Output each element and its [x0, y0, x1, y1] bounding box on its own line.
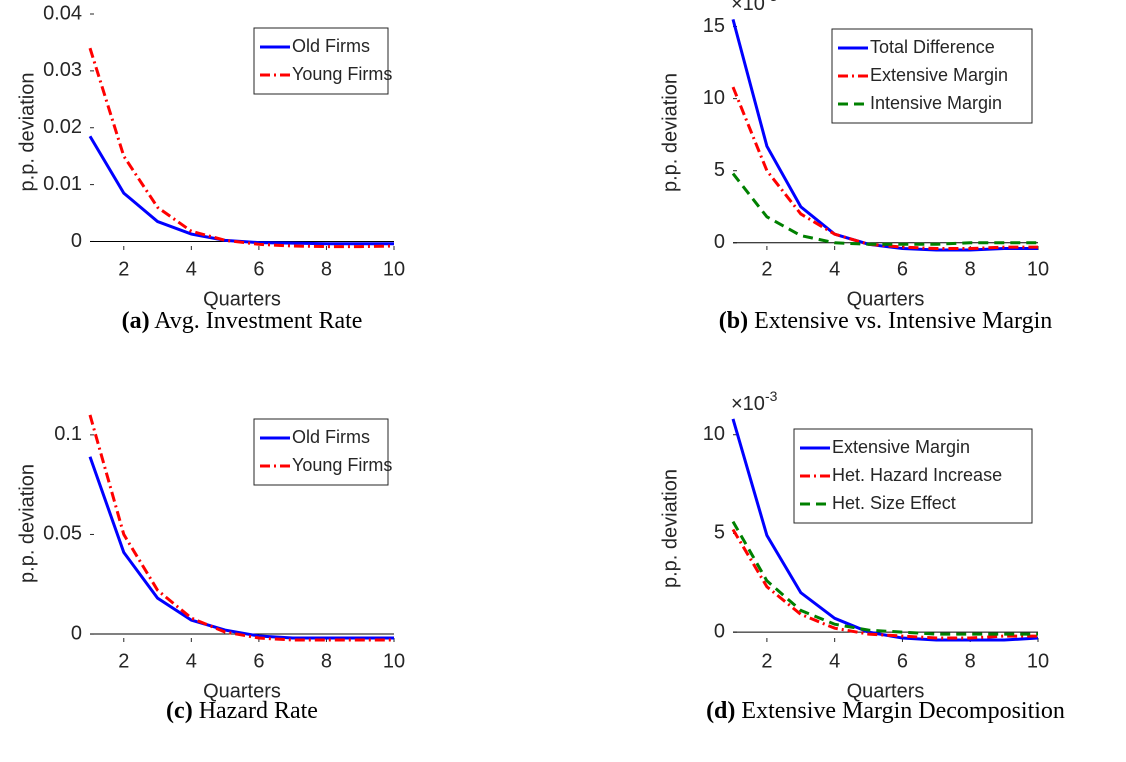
- y-tick-label: 0.02: [43, 116, 82, 138]
- x-axis-label: Quarters: [203, 288, 281, 310]
- series-line: [731, 520, 1038, 636]
- legend-label: Intensive Margin: [870, 93, 1002, 113]
- x-tick-label: 4: [829, 650, 840, 672]
- x-axis-label: Quarters: [203, 680, 281, 702]
- exponent-power: -3: [765, 0, 778, 4]
- caption-text: Extensive Margin Decomposition: [741, 698, 1065, 724]
- legend-box: [793, 428, 1033, 524]
- x-tick-label: 8: [965, 258, 976, 280]
- caption-label: (c): [166, 698, 193, 724]
- caption-label: (d): [706, 698, 735, 724]
- series-line: [731, 418, 1039, 642]
- series-line: [88, 47, 395, 249]
- y-tick-label: 0.05: [43, 523, 82, 545]
- y-axis-label: p.p. deviation: [16, 73, 38, 192]
- x-tick-label: 4: [186, 650, 197, 672]
- caption: (c) Hazard Rate: [166, 698, 318, 724]
- y-tick-label: 0.04: [43, 2, 82, 24]
- caption: (b) Extensive vs. Intensive Margin: [719, 308, 1053, 334]
- exponent-base: ×10: [731, 0, 765, 15]
- legend-label: Total Difference: [870, 37, 995, 57]
- legend-box: [253, 27, 389, 95]
- y-tick-label: 0: [714, 620, 725, 642]
- x-tick-label: 4: [186, 258, 197, 280]
- y-tick-label: 10: [703, 423, 725, 445]
- series-line: [731, 18, 1038, 252]
- caption: (d) Extensive Margin Decomposition: [706, 698, 1065, 724]
- y-tick-label: 0: [71, 622, 82, 644]
- exponent-base: ×10: [731, 393, 765, 415]
- x-tick-label: 8: [965, 650, 976, 672]
- x-tick-label: 2: [761, 650, 772, 672]
- x-tick-label: 2: [118, 258, 129, 280]
- x-tick-label: 2: [118, 650, 129, 672]
- y-tick-label: 0: [714, 231, 725, 253]
- y-exponent: ×10-3: [731, 388, 778, 416]
- x-tick-label: 4: [829, 258, 840, 280]
- y-tick-label: 0.1: [54, 423, 82, 445]
- x-tick-label: 10: [1027, 258, 1049, 280]
- x-tick-label: 6: [253, 258, 264, 280]
- caption-text: Avg. Investment Rate: [154, 308, 362, 334]
- x-tick-label: 8: [321, 258, 332, 280]
- legend-label: Extensive Margin: [832, 437, 970, 457]
- caption: (a) Avg. Investment Rate: [122, 308, 363, 334]
- y-axis-label: p.p. deviation: [659, 73, 681, 192]
- x-axis-label: Quarters: [847, 288, 925, 310]
- x-tick-label: 10: [383, 650, 405, 672]
- y-tick-label: 5: [714, 522, 725, 544]
- legend-label: Young Firms: [292, 64, 392, 84]
- series-line: [88, 414, 394, 642]
- y-tick-label: 0.03: [43, 59, 82, 81]
- y-tick-label: 0.01: [43, 173, 82, 195]
- x-tick-label: 6: [897, 258, 908, 280]
- x-tick-label: 10: [383, 258, 405, 280]
- legend-label: Young Firms: [292, 455, 392, 475]
- caption-text: Hazard Rate: [199, 698, 318, 724]
- exponent-power: -3: [765, 388, 778, 404]
- y-tick-label: 0: [71, 230, 82, 252]
- y-axis-label: p.p. deviation: [659, 469, 681, 588]
- x-tick-label: 8: [321, 650, 332, 672]
- caption-text: Extensive vs. Intensive Margin: [754, 308, 1052, 334]
- legend-label: Het. Hazard Increase: [832, 465, 1002, 485]
- series-line: [731, 528, 1038, 640]
- caption-label: (a): [122, 308, 150, 334]
- y-axis-label: p.p. deviation: [16, 464, 38, 583]
- legend-label: Old Firms: [292, 427, 370, 447]
- legend-label: Het. Size Effect: [832, 493, 956, 513]
- legend-label: Extensive Margin: [870, 65, 1008, 85]
- legend-box: [253, 418, 389, 486]
- y-exponent: ×10-3: [731, 0, 778, 15]
- x-axis-label: Quarters: [847, 680, 925, 702]
- y-tick-label: 15: [703, 15, 725, 37]
- legend-label: Old Firms: [292, 36, 370, 56]
- series-line: [731, 172, 1038, 246]
- x-tick-label: 10: [1027, 650, 1049, 672]
- caption-label: (b): [719, 308, 748, 334]
- x-tick-label: 6: [253, 650, 264, 672]
- x-tick-label: 2: [761, 258, 772, 280]
- y-tick-label: 5: [714, 159, 725, 181]
- series-line: [88, 135, 394, 246]
- x-tick-label: 6: [897, 650, 908, 672]
- series-line: [88, 456, 394, 640]
- y-tick-label: 10: [703, 87, 725, 109]
